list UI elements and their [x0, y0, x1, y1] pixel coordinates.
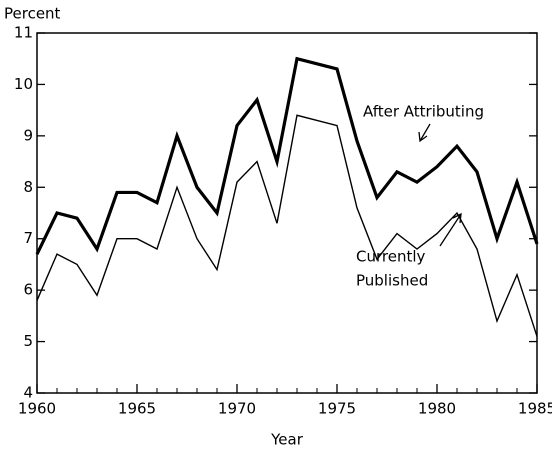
- arrow: [418, 123, 462, 247]
- x-tick-label: 1965: [118, 400, 156, 418]
- y-tick-label: 9: [23, 126, 33, 144]
- x-tick-label: 1985: [518, 400, 552, 418]
- y-tick-label: 7: [23, 229, 33, 247]
- y-tick-label: 10: [14, 75, 33, 93]
- plot-frame: [36, 32, 538, 394]
- series-line: [35, 56, 539, 255]
- y-tick-label: 8: [23, 178, 33, 196]
- series-line: [36, 114, 538, 337]
- y-tick-label: 5: [23, 332, 33, 350]
- x-tick-label: 1970: [218, 400, 256, 418]
- y-tick-label: 11: [14, 24, 33, 42]
- x-tick-label: 1980: [418, 400, 456, 418]
- y-tick-label: 6: [23, 281, 33, 299]
- x-tick-label: 1975: [318, 400, 356, 418]
- annotation: After Attributing: [363, 103, 484, 121]
- annotation: Currently: [356, 248, 426, 266]
- annotation: Published: [356, 272, 428, 290]
- y-axis-label: Percent: [4, 5, 61, 23]
- x-tick-label: 1960: [18, 400, 56, 418]
- y-tick-label: 4: [23, 384, 33, 402]
- x-axis-label: Year: [270, 431, 304, 449]
